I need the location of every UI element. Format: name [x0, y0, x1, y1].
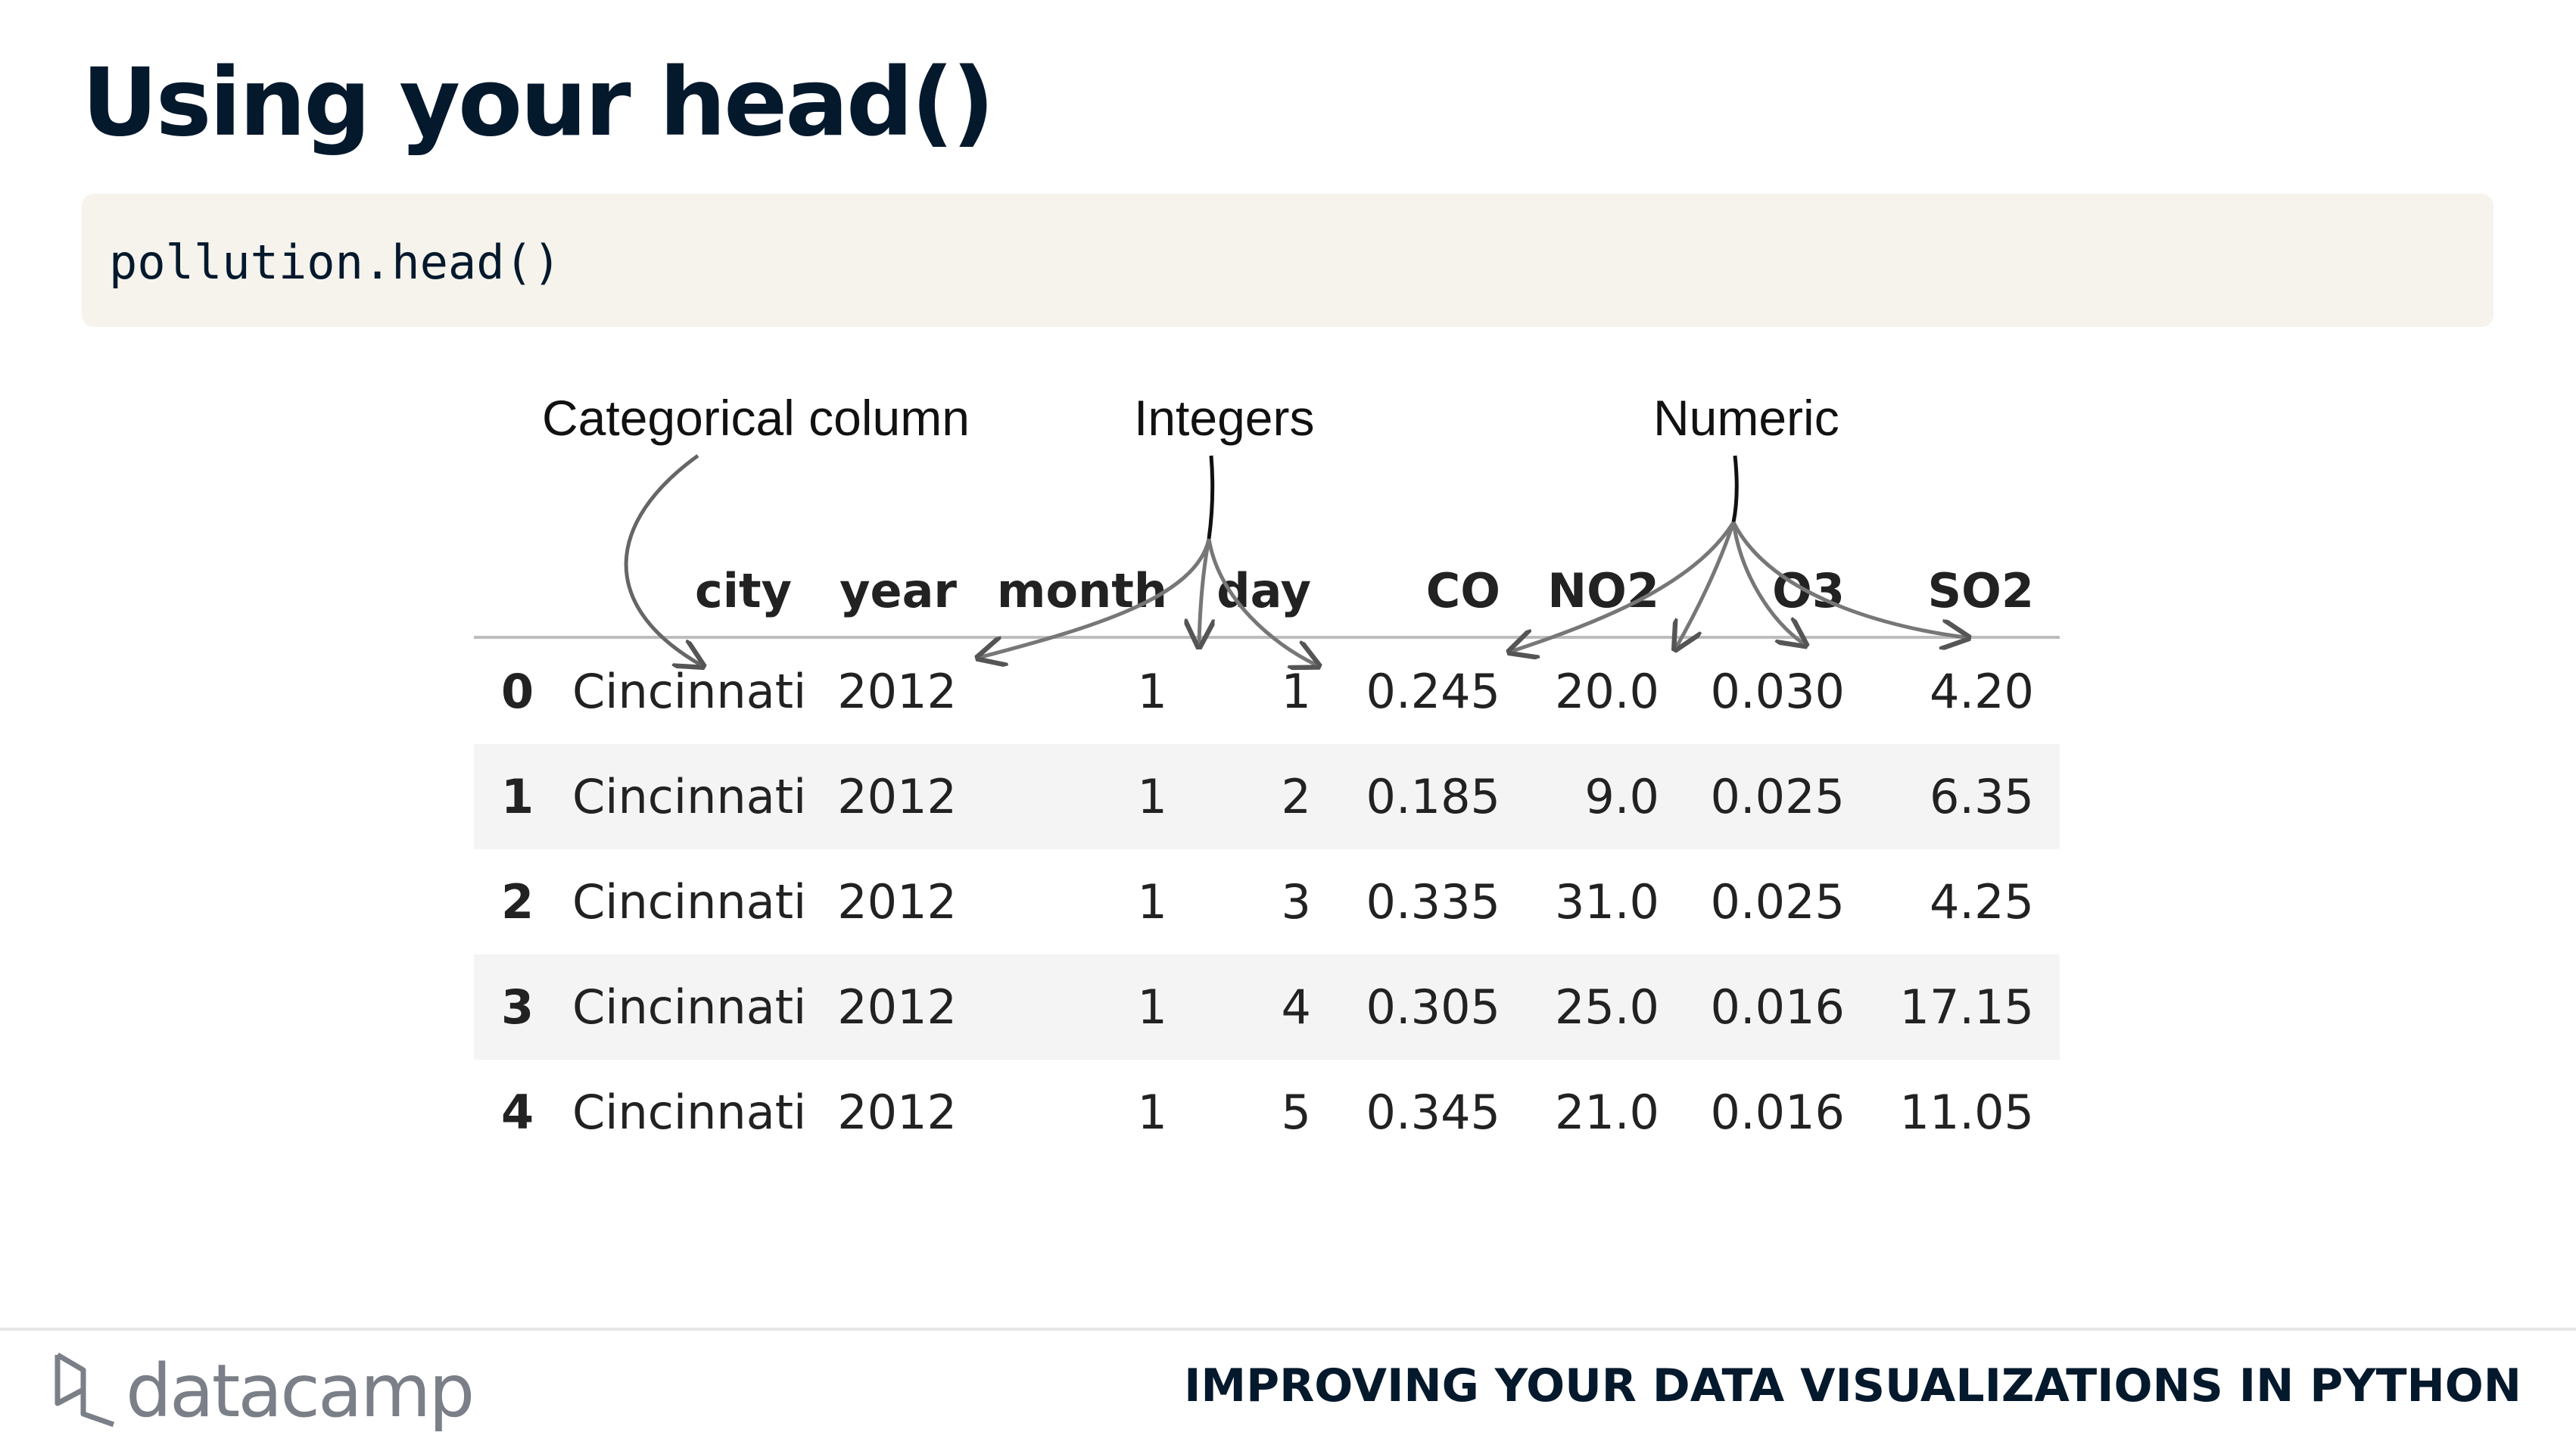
- row-index: 1: [501, 769, 534, 824]
- cell-no2: 21.0: [1554, 1085, 1659, 1140]
- cell-no2: 31.0: [1554, 874, 1659, 929]
- table-row: 2 Cincinnati 2012 1 3 0.335 31.0 0.025 4…: [474, 849, 2060, 954]
- arrow-numeric-stem: [1731, 455, 1739, 523]
- column-header-co: CO: [1425, 562, 1500, 618]
- table-header-row: city year month day CO NO2 O3 SO2: [474, 545, 2060, 637]
- cell-o3: 0.025: [1710, 874, 1846, 929]
- cell-co: 0.335: [1366, 874, 1501, 929]
- cell-day: 5: [1281, 1085, 1311, 1140]
- cell-day: 4: [1281, 979, 1311, 1035]
- cell-month: 1: [1137, 1085, 1167, 1140]
- course-title: IMPROVING YOUR DATA VISUALIZATIONS IN PY…: [1184, 1359, 2521, 1412]
- cell-city: Cincinnati: [572, 874, 807, 929]
- cell-so2: 4.20: [1929, 664, 2034, 719]
- cell-so2: 17.15: [1899, 979, 2035, 1035]
- cell-co: 0.245: [1366, 664, 1501, 719]
- row-index: 4: [501, 1085, 534, 1140]
- cell-year: 2012: [837, 979, 957, 1035]
- cell-so2: 6.35: [1929, 769, 2034, 824]
- footer-divider: [0, 1328, 2576, 1331]
- annotation-categorical-column: Categorical column: [542, 390, 970, 446]
- cell-year: 2012: [837, 874, 957, 929]
- cell-city: Cincinnati: [572, 664, 807, 719]
- column-header-month: month: [996, 562, 1167, 618]
- cell-day: 2: [1281, 769, 1311, 824]
- column-header-year: year: [839, 562, 957, 618]
- cell-city: Cincinnati: [572, 769, 807, 824]
- cell-day: 3: [1281, 874, 1311, 929]
- cell-no2: 25.0: [1554, 979, 1659, 1035]
- cell-co: 0.345: [1366, 1085, 1501, 1140]
- cell-o3: 0.016: [1710, 979, 1846, 1035]
- cell-month: 1: [1137, 874, 1167, 929]
- cell-no2: 9.0: [1584, 769, 1659, 824]
- cell-no2: 20.0: [1554, 664, 1659, 719]
- column-header-index: [474, 545, 572, 637]
- cell-o3: 0.025: [1710, 769, 1846, 824]
- cell-so2: 11.05: [1899, 1085, 2035, 1140]
- column-header-no2: NO2: [1547, 562, 1659, 618]
- cell-o3: 0.030: [1710, 664, 1846, 719]
- code-block: pollution.head(): [82, 194, 2493, 327]
- table-row: 0 Cincinnati 2012 1 1 0.245 20.0 0.030 4…: [474, 637, 2060, 744]
- column-header-city: city: [694, 562, 792, 618]
- cell-o3: 0.016: [1710, 1085, 1846, 1140]
- annotation-integers: Integers: [1134, 390, 1315, 446]
- arrow-integers-stem: [1207, 455, 1215, 540]
- table-row: 3 Cincinnati 2012 1 4 0.305 25.0 0.016 1…: [474, 954, 2060, 1060]
- cell-year: 2012: [837, 769, 957, 824]
- cell-co: 0.305: [1366, 979, 1501, 1035]
- cell-month: 1: [1137, 979, 1167, 1035]
- cell-so2: 4.25: [1929, 874, 2034, 929]
- annotation-numeric: Numeric: [1653, 390, 1839, 446]
- column-header-o3: O3: [1772, 562, 1845, 618]
- row-index: 3: [501, 979, 534, 1035]
- table-row: 4 Cincinnati 2012 1 5 0.345 21.0 0.016 1…: [474, 1060, 2060, 1165]
- cell-year: 2012: [837, 1085, 957, 1140]
- cell-month: 1: [1137, 769, 1167, 824]
- row-index: 0: [501, 664, 534, 719]
- row-index: 2: [501, 874, 534, 929]
- datacamp-logo-icon: [55, 1352, 115, 1428]
- cell-co: 0.185: [1366, 769, 1501, 824]
- slide-title: Using your head(): [82, 48, 995, 157]
- cell-month: 1: [1137, 664, 1167, 719]
- cell-city: Cincinnati: [572, 979, 807, 1035]
- column-header-so2: SO2: [1927, 562, 2035, 618]
- column-header-day: day: [1216, 562, 1311, 618]
- code-text: pollution.head(): [109, 235, 562, 290]
- cell-day: 1: [1281, 664, 1311, 719]
- brand-wordmark: datacamp: [126, 1349, 475, 1434]
- table-row: 1 Cincinnati 2012 1 2 0.185 9.0 0.025 6.…: [474, 744, 2060, 849]
- dataframe-table: city year month day CO NO2 O3 SO2 0 Cinc…: [474, 545, 2060, 1165]
- cell-year: 2012: [837, 664, 957, 719]
- cell-city: Cincinnati: [572, 1085, 807, 1140]
